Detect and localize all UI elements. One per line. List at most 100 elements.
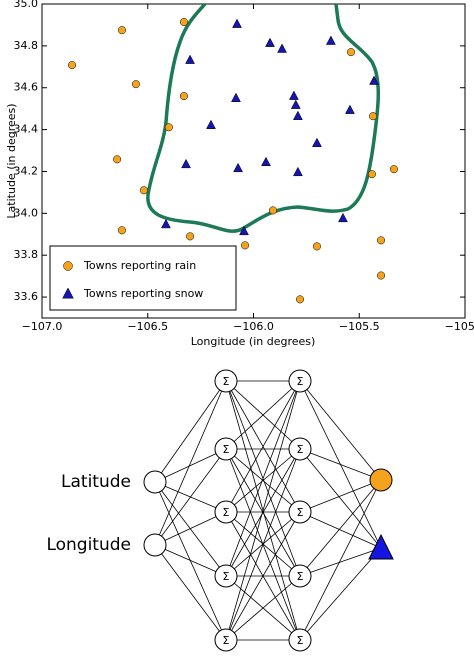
output-snow <box>368 533 394 560</box>
point <box>113 155 122 164</box>
hidden-symbol: Σ <box>297 375 304 388</box>
y-tick-label: 34.8 <box>14 39 39 52</box>
connection <box>225 511 301 641</box>
point <box>369 75 379 85</box>
y-tick-label: 35.0 <box>14 0 39 10</box>
point <box>288 90 299 100</box>
x-tick-label: −105.0 <box>445 320 474 333</box>
hidden-symbol: Σ <box>223 506 230 519</box>
hidden-node <box>214 628 238 652</box>
legend-label: Towns reporting rain <box>83 259 196 272</box>
point <box>312 242 321 251</box>
connection <box>154 544 227 577</box>
point <box>186 232 195 241</box>
point <box>131 80 140 89</box>
point <box>325 35 336 45</box>
connection <box>299 479 382 577</box>
hidden-node <box>214 369 238 393</box>
input-label: Latitude <box>61 472 131 492</box>
connection <box>225 448 301 513</box>
connection <box>225 380 301 641</box>
point <box>161 218 171 229</box>
x-axis-label: Longitude (in degrees) <box>191 335 316 348</box>
connection <box>154 448 227 546</box>
point <box>368 112 377 121</box>
point <box>290 99 301 109</box>
connection <box>299 448 382 549</box>
connection <box>299 511 382 549</box>
connection <box>154 511 227 546</box>
connection <box>154 380 227 483</box>
point <box>345 104 355 114</box>
hidden-symbol: Σ <box>223 443 230 456</box>
y-tick-label: 34.0 <box>14 206 39 219</box>
point <box>312 137 322 147</box>
connection <box>299 547 382 641</box>
y-tick-label: 33.6 <box>14 290 39 303</box>
connection <box>225 575 301 641</box>
legend-marker <box>62 287 74 299</box>
connection <box>225 380 301 513</box>
connection <box>154 481 227 577</box>
point <box>233 162 243 173</box>
point <box>377 236 386 245</box>
hidden-node <box>288 628 312 652</box>
connection <box>299 448 382 481</box>
x-tick-label: −105.5 <box>339 320 380 333</box>
y-axis-label: Latitude (in degrees) <box>5 103 18 218</box>
legend-label: Towns reporting snow <box>83 287 203 300</box>
hidden-symbol: Σ <box>297 634 304 647</box>
hidden-node <box>214 437 238 461</box>
hidden-node <box>214 564 238 588</box>
y-tick-label: 34.4 <box>14 123 39 136</box>
point <box>347 48 356 57</box>
point <box>164 123 173 132</box>
hidden-node <box>288 437 312 461</box>
input-node <box>143 470 167 494</box>
point <box>241 241 250 250</box>
point <box>261 156 271 167</box>
y-tick-label: 33.8 <box>14 248 39 261</box>
point <box>179 92 188 101</box>
point <box>231 92 241 102</box>
point <box>377 271 386 280</box>
legend-marker <box>63 261 73 271</box>
connection <box>299 547 382 577</box>
connection <box>225 448 301 641</box>
hidden-symbol: Σ <box>223 375 230 388</box>
hidden-symbol: Σ <box>297 506 304 519</box>
x-tick-label: −107.0 <box>22 320 63 333</box>
point <box>117 26 126 35</box>
hidden-symbol: Σ <box>223 634 230 647</box>
point <box>389 165 398 174</box>
connection <box>299 479 382 513</box>
point <box>139 186 148 195</box>
connection <box>154 380 227 546</box>
decision-boundary <box>146 2 380 233</box>
point <box>181 158 191 169</box>
connection <box>154 544 227 641</box>
x-tick-label: −106.0 <box>233 320 274 333</box>
point <box>292 166 303 177</box>
point <box>296 295 305 304</box>
connection <box>299 380 382 481</box>
hidden-node <box>288 369 312 393</box>
point <box>265 37 275 47</box>
point <box>367 170 376 179</box>
connection <box>225 380 301 577</box>
point <box>292 110 303 120</box>
point <box>179 18 188 27</box>
hidden-symbol: Σ <box>297 570 304 583</box>
point <box>117 226 126 235</box>
point <box>338 212 348 223</box>
point <box>239 225 249 236</box>
point <box>68 61 77 70</box>
point <box>232 18 242 28</box>
hidden-node <box>288 564 312 588</box>
output-rain <box>369 468 393 492</box>
input-label: Longitude <box>46 535 131 555</box>
y-tick-label: 34.6 <box>14 81 39 94</box>
hidden-symbol: Σ <box>223 570 230 583</box>
hidden-node <box>288 500 312 524</box>
